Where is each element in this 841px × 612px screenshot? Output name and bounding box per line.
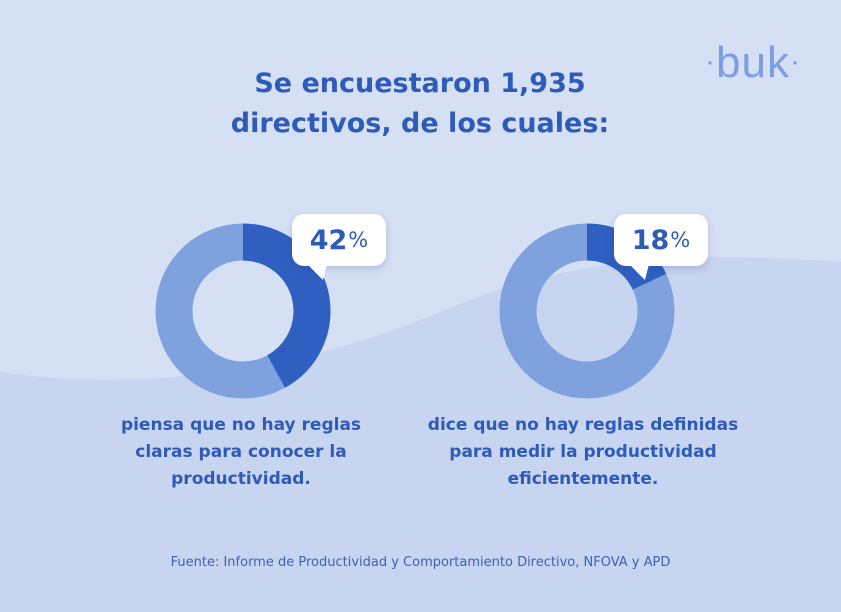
caption-1-line-3: productividad. [171,469,311,489]
percent-bubble-1: 42% [292,214,386,266]
percent-value-2: 18 [631,224,670,256]
caption-2: dice que no hay reglas definidas para me… [418,412,748,493]
caption-1-line-1: piensa que no hay reglas [120,415,362,435]
donut-1-value-arc [155,223,331,399]
percent-sign-1: % [348,228,369,252]
logo-dot-right: · [790,45,801,78]
logo-dot-left: · [705,45,717,78]
caption-2-line-1: dice que no hay reglas definidas [427,415,739,435]
donut-2-svg [499,223,675,399]
donut-chart-2: 18% [436,210,736,410]
headline-line-1: Se encuestaron 1,935 [254,68,586,99]
caption-1-line-2: claras para conocer la [135,442,347,462]
percent-bubble-2: 18% [614,214,708,266]
logo-text: buk [716,38,790,87]
buk-logo: ·buk· [705,38,801,88]
caption-2-line-3: eficientemente. [507,469,659,489]
donut-2-value-arc [499,223,675,399]
percent-sign-2: % [670,228,691,252]
caption-2-line-2: para medir la productividad [449,442,717,462]
percent-value-1: 42 [309,224,348,256]
headline-line-2: directivos, de los cuales: [230,108,610,139]
source-note: Fuente: Informe de Productividad y Compo… [170,555,671,570]
caption-1: piensa que no hay reglas claras para con… [76,412,406,493]
headline: Se encuestaron 1,935 directivos, de los … [170,64,670,144]
donut-1-svg [155,223,331,399]
donut-chart-1: 42% [92,210,392,410]
